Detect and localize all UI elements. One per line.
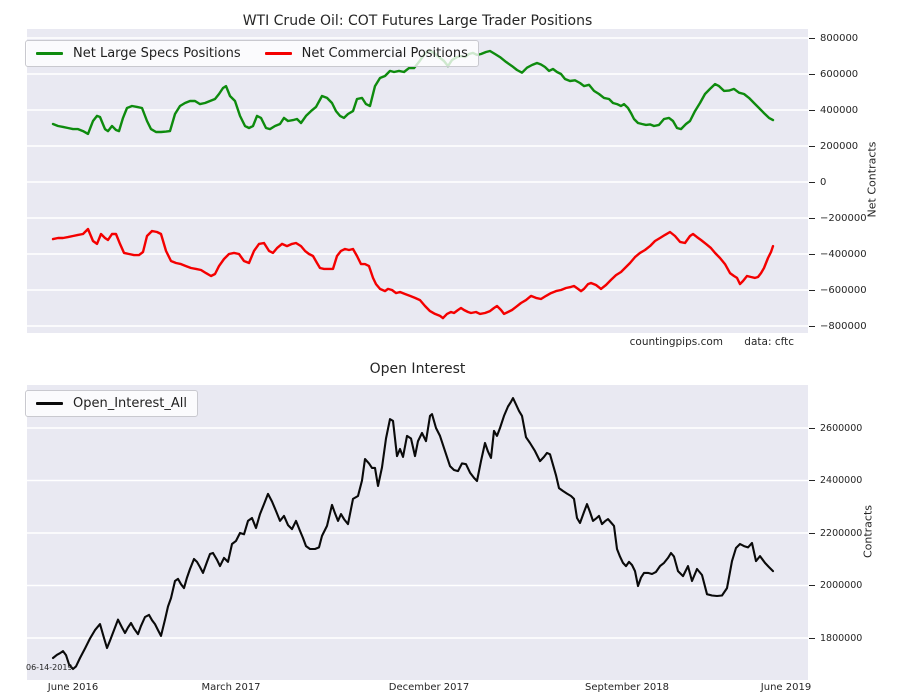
x-tick-label: March 2017 — [201, 682, 261, 693]
y-tick-label: −600000 — [809, 283, 867, 297]
y-tick-label: 0 — [809, 175, 826, 189]
latest-date-label: 06-14-2019 — [26, 663, 73, 672]
legend-label: Net Commercial Positions — [301, 46, 468, 61]
x-tick-label: December 2017 — [388, 682, 470, 693]
legend-item: Net Large Specs Positions — [36, 46, 241, 61]
y-tick-label: −400000 — [809, 247, 867, 261]
top-chart-canvas — [27, 37, 808, 327]
legend-item: Open_Interest_All — [36, 396, 187, 411]
top-chart-legend: Net Large Specs Positions Net Commercial … — [25, 40, 479, 67]
y-tick-value: 0 — [820, 176, 827, 188]
tick-mark — [809, 37, 815, 39]
top-chart-title: WTI Crude Oil: COT Futures Large Trader … — [242, 13, 593, 29]
y-tick-value: 2000000 — [820, 580, 863, 591]
x-tick-label: June 2016 — [47, 682, 99, 693]
legend-line-swatch — [36, 402, 63, 405]
y-tick-label: 600000 — [809, 67, 858, 81]
y-tick-label: 2200000 — [809, 526, 862, 540]
y-tick-value: 600000 — [820, 68, 859, 80]
y-tick-label: 400000 — [809, 103, 858, 117]
series-line — [51, 48, 775, 136]
y-tick-label: 200000 — [809, 139, 858, 153]
y-tick-value: −200000 — [820, 212, 867, 224]
y-tick-label: 800000 — [809, 31, 858, 45]
y-tick-label: −800000 — [809, 319, 867, 333]
bottom-y-axis-label: Contracts — [861, 504, 875, 559]
tick-mark — [809, 480, 815, 481]
tick-mark — [809, 145, 815, 147]
series-line — [51, 397, 775, 671]
y-tick-label: 1800000 — [809, 631, 862, 645]
tick-mark — [809, 217, 815, 219]
bottom-chart-canvas — [27, 397, 808, 671]
y-tick-label: 2600000 — [809, 421, 862, 435]
tick-mark — [809, 73, 815, 75]
y-tick-label: −200000 — [809, 211, 867, 225]
top-chart-plot-area — [27, 29, 808, 333]
y-tick-value: 2200000 — [820, 527, 863, 539]
legend-line-swatch — [264, 52, 292, 55]
tick-mark — [809, 325, 815, 327]
bottom-chart-legend: Open_Interest_All — [25, 390, 198, 417]
bottom-chart-title: Open Interest — [369, 361, 466, 377]
tick-mark — [809, 585, 815, 586]
y-tick-value: −800000 — [820, 320, 867, 332]
tick-mark — [809, 181, 815, 183]
y-tick-label: 2000000 — [809, 579, 862, 593]
y-tick-value: −600000 — [820, 284, 867, 296]
legend-label: Net Large Specs Positions — [73, 46, 241, 61]
y-tick-value: 200000 — [820, 140, 859, 152]
y-tick-value: 800000 — [820, 32, 859, 44]
legend-label: Open_Interest_All — [73, 396, 187, 411]
data-source-text: data: cftc — [744, 336, 794, 348]
tick-mark — [809, 637, 815, 639]
y-tick-value: −400000 — [820, 248, 867, 260]
tick-mark — [809, 109, 815, 111]
legend-item: Net Commercial Positions — [264, 46, 468, 61]
tick-mark — [809, 532, 815, 534]
site-credit-text: countingpips.com — [629, 336, 723, 348]
x-tick-label: June 2019 — [760, 682, 812, 693]
tick-mark — [809, 289, 815, 291]
y-tick-label: 2400000 — [809, 474, 862, 488]
bottom-chart-plot-area — [27, 385, 808, 680]
legend-line-swatch — [36, 52, 63, 55]
y-tick-value: 400000 — [820, 104, 859, 116]
y-tick-value: 1800000 — [820, 632, 863, 644]
x-tick-label: September 2018 — [585, 682, 669, 693]
tick-mark — [809, 253, 815, 255]
tick-mark — [809, 427, 815, 429]
top-y-axis-label: Net Contracts — [865, 141, 879, 218]
y-tick-value: 2400000 — [820, 475, 863, 486]
series-line — [51, 227, 775, 320]
y-tick-value: 2600000 — [820, 422, 863, 434]
